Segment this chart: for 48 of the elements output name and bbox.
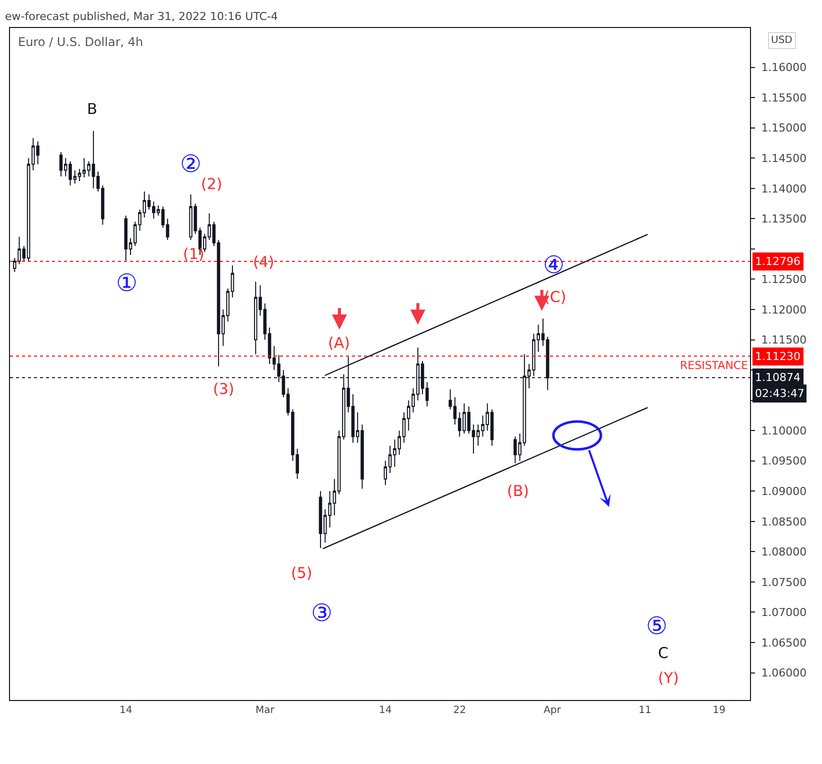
y-tick-label: 1.11500: [761, 334, 807, 347]
y-tick-label: 1.06500: [761, 636, 807, 650]
y-tick-label: 1.14000: [761, 182, 807, 196]
y-tick-label: 1.12000: [761, 303, 807, 316]
annotation: ⑤: [646, 612, 668, 640]
x-tick-label: 22: [453, 705, 466, 716]
ref-line-label: 1.10874: [755, 371, 800, 384]
text: 02:43:47: [755, 387, 804, 400]
annotation: (B): [507, 482, 529, 500]
y-tick-label: 1.10000: [761, 424, 807, 438]
annotation: C: [658, 644, 668, 662]
annotation: (Y): [658, 669, 679, 687]
text: Euro / U.S. Dollar, 4h: [18, 35, 144, 50]
y-tick-label: 1.15500: [761, 91, 807, 104]
annotation: ③: [311, 599, 333, 627]
y-tick-label: 1.09500: [761, 454, 807, 468]
annotation: B: [87, 100, 98, 118]
annotation: (1): [183, 245, 204, 263]
x-tick-label: 11: [638, 705, 652, 716]
y-tick-label: 1.07500: [761, 576, 807, 589]
annotation: ④: [543, 251, 565, 279]
y-tick-label: 1.06000: [761, 666, 807, 680]
y-tick-label: 1.16000: [761, 61, 807, 74]
x-tick-label: Mar: [255, 705, 276, 716]
annotation: RESISTANCE: [680, 359, 748, 372]
y-axis-title: USD: [771, 35, 793, 46]
ref-line-label: 1.11230: [755, 350, 800, 363]
annotation: ①: [116, 269, 138, 297]
annotation: ②: [180, 150, 202, 178]
x-tick-label: 14: [379, 705, 392, 716]
y-tick-label: 1.15000: [761, 122, 807, 135]
annotation: (3): [213, 380, 234, 398]
y-tick-label: 1.08000: [761, 546, 807, 559]
y-tick-label: 1.08500: [761, 515, 807, 528]
y-tick-label: 1.12500: [761, 273, 807, 286]
y-tick-label: 1.13500: [761, 212, 807, 226]
x-tick-label: 14: [120, 705, 132, 716]
y-tick-label: 1.14500: [761, 152, 807, 166]
annotation: (5): [291, 564, 312, 582]
annotation: (4): [253, 253, 274, 271]
y-tick-label: 1.07000: [761, 606, 807, 620]
text: ew-forecast published, Mar 31, 2022 10:16 UTC-4: [5, 10, 278, 23]
annotation: (A): [328, 334, 350, 352]
y-tick-label: 1.09000: [761, 484, 807, 498]
annotation: (2): [201, 175, 222, 193]
x-tick-label: Apr: [544, 705, 562, 716]
ref-line-label: 1.12796: [755, 255, 800, 268]
x-tick-label: 19: [712, 705, 726, 716]
